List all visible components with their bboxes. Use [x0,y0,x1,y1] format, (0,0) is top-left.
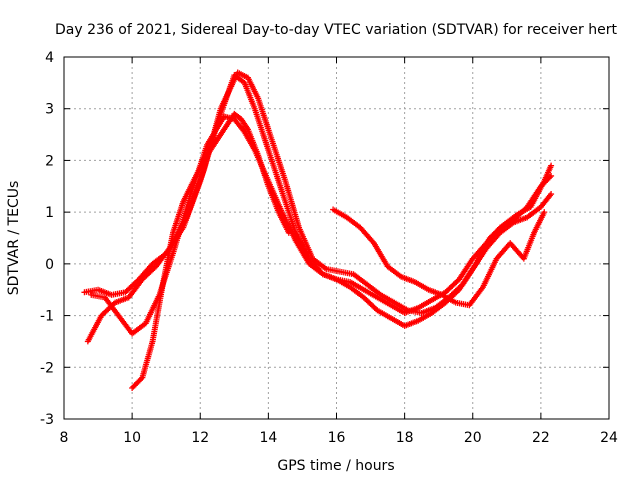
x-tick-label: 12 [191,430,209,446]
data-point [285,229,292,236]
x-axis-label: GPS time / hours [277,458,394,474]
y-tick-label: 3 [45,102,54,118]
series-track-d [129,110,292,391]
y-tick-label: 4 [45,50,54,66]
series-track-c [88,113,555,337]
x-tick-label: 22 [532,430,550,446]
data-point [541,209,548,216]
y-tick-label: 0 [45,257,54,273]
y-tick-label: -2 [40,360,54,376]
y-tick-label: -1 [40,309,54,325]
x-tick-label: 24 [600,430,618,446]
data-point [138,375,145,382]
x-tick-label: 8 [60,430,69,446]
y-axis-label: SDTVAR / TECUs [6,181,22,296]
data-points [81,69,555,391]
data-point [548,191,555,198]
data-point [548,162,555,169]
x-tick-label: 18 [396,430,414,446]
chart-title: Day 236 of 2021, Sidereal Day-to-day VTE… [55,22,617,38]
x-tick-label: 20 [464,430,482,446]
y-tick-label: -3 [40,412,54,428]
x-tick-label: 16 [328,430,346,446]
y-tick-label: 1 [45,205,54,221]
series-track-a [81,72,555,316]
x-tick-label: 14 [259,430,277,446]
series-track-e [330,206,548,309]
y-tick-label: 2 [45,153,54,169]
x-tick-label: 10 [123,430,141,446]
